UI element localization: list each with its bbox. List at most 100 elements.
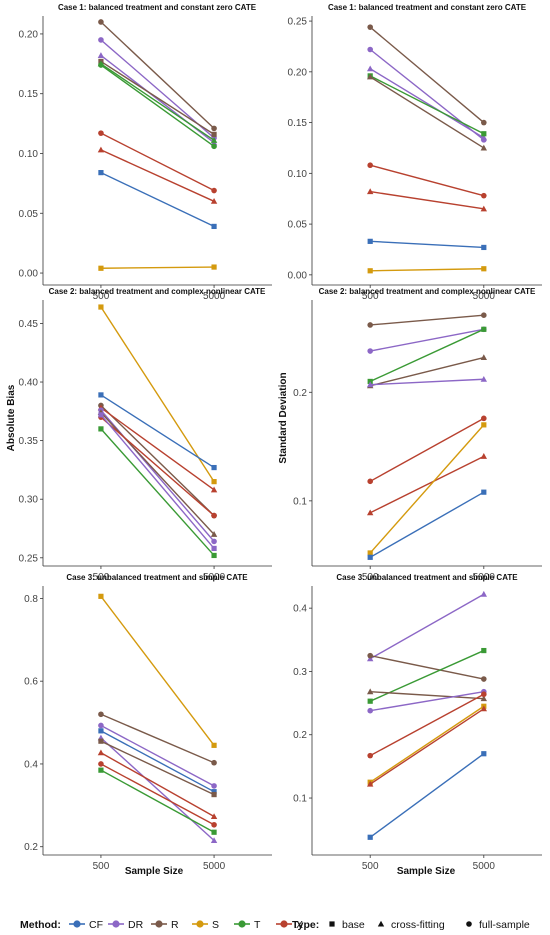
series-R-fs — [367, 312, 487, 328]
series-line — [100, 737, 215, 842]
series-DR-cf — [97, 734, 218, 844]
y-tick-label: 0.1 — [293, 496, 307, 507]
data-point — [211, 479, 217, 485]
panels: Case 1: balanced treatment and constant … — [19, 3, 542, 872]
x-tick-label: 5000 — [473, 291, 496, 302]
series-R-cf — [366, 688, 488, 702]
data-point — [98, 62, 104, 68]
panel-4: Case 2: balanced treatment and complex n… — [293, 287, 542, 583]
panel-title: Case 3: unbalanced treatment and simple … — [336, 573, 518, 582]
data-point — [367, 24, 373, 30]
data-point — [367, 752, 373, 759]
data-point — [98, 711, 104, 718]
series-line — [100, 21, 215, 129]
x-tick-label: 5000 — [473, 861, 496, 872]
data-point — [480, 134, 488, 141]
series-CF-base — [98, 170, 217, 230]
series-line — [100, 414, 215, 549]
series-R-base — [98, 58, 217, 137]
legend-item-R: R — [151, 919, 179, 931]
series-CF-base — [367, 489, 487, 560]
series-X-fs — [367, 415, 487, 485]
data-point — [98, 722, 104, 729]
series-R-cf — [97, 409, 218, 537]
series-line — [370, 654, 484, 680]
data-point — [481, 422, 487, 428]
x-tick-label: 500 — [362, 291, 379, 302]
y-tick-label: 0.05 — [19, 209, 39, 220]
x-tick-label: 500 — [93, 572, 110, 583]
data-point — [211, 821, 217, 828]
y-tick-label: 0.15 — [288, 118, 308, 129]
panel-title: Case 2: balanced treatment and complex n… — [49, 287, 266, 296]
data-point — [98, 37, 104, 43]
series-line — [100, 132, 215, 192]
data-point — [98, 728, 104, 734]
data-point — [98, 392, 104, 398]
series-line — [100, 266, 215, 269]
legend-label: base — [342, 919, 365, 931]
series-CF-base — [367, 751, 487, 840]
data-point — [367, 162, 373, 169]
data-point — [98, 761, 104, 767]
series-line — [369, 48, 485, 141]
data-point — [210, 486, 218, 493]
series-line — [100, 394, 215, 469]
series-line — [369, 455, 485, 514]
data-point — [367, 707, 373, 714]
legend-item-fs: full-sample — [466, 919, 530, 931]
y-tick-label: 0.30 — [19, 495, 39, 506]
data-point — [481, 131, 487, 137]
legend-label: X — [296, 919, 303, 931]
data-point — [211, 742, 217, 748]
y-tick-label: 0.00 — [288, 270, 308, 281]
series-X-fs — [98, 761, 217, 828]
data-point — [367, 238, 373, 244]
legend-type-title: Type: — [292, 919, 319, 931]
y-tick-label: 0.15 — [19, 89, 39, 100]
series-line — [370, 190, 484, 210]
data-point — [211, 759, 217, 766]
series-X-fs — [367, 162, 487, 199]
series-X-cf — [97, 146, 218, 204]
series-line — [369, 417, 485, 482]
data-point — [366, 188, 374, 195]
series-line — [369, 593, 485, 660]
data-point — [481, 751, 487, 757]
series-DR-fs — [367, 688, 487, 714]
data-point — [367, 550, 373, 556]
series-T-cf — [97, 60, 218, 143]
data-point — [211, 512, 217, 519]
series-line — [100, 740, 215, 796]
series-R-base — [98, 738, 217, 798]
series-line — [369, 76, 485, 149]
series-line — [370, 268, 484, 272]
y-tick-label: 0.00 — [19, 269, 39, 280]
series-X-fs — [98, 414, 217, 519]
data-point — [480, 205, 488, 212]
data-point — [366, 780, 374, 787]
series-T-base — [98, 426, 217, 559]
data-point — [211, 829, 217, 835]
series-S-base — [98, 304, 217, 485]
y-tick-label: 0.20 — [288, 67, 308, 78]
y-axis-label-left: Absolute Bias — [6, 384, 17, 451]
series-line — [370, 240, 484, 249]
data-point — [481, 192, 487, 199]
panel-title: Case 1: balanced treatment and constant … — [328, 3, 527, 12]
series-X-cf — [366, 188, 488, 212]
legend-label: T — [254, 919, 261, 931]
data-point — [211, 552, 217, 559]
data-point — [97, 749, 105, 756]
series-DR-cf — [366, 590, 488, 662]
y-tick-label: 0.35 — [19, 436, 39, 447]
series-line — [369, 491, 485, 558]
series-line — [100, 416, 215, 517]
series-line — [369, 693, 485, 757]
data-point — [367, 478, 373, 485]
series-line — [369, 753, 485, 838]
series-S-base — [98, 264, 217, 271]
series-R-fs — [367, 24, 487, 126]
data-point — [98, 19, 104, 25]
